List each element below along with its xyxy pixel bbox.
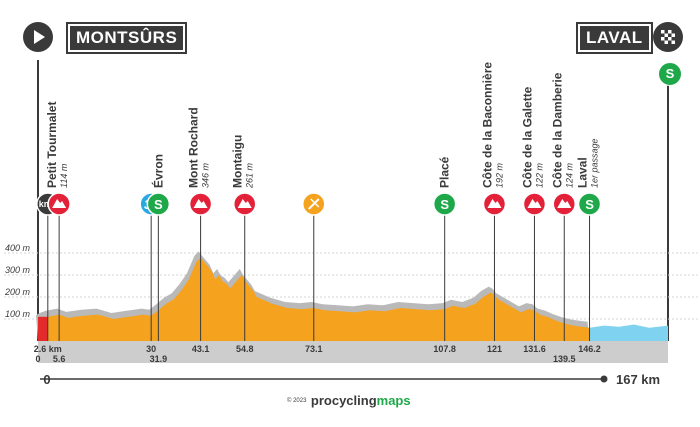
- poi-label-group: Montaigu 261 m: [231, 135, 255, 189]
- poi-name: Évron: [150, 154, 165, 188]
- feed-zone-icon: [308, 198, 320, 210]
- poi-label-group: Côte de la Baconnière 192 m: [480, 62, 504, 188]
- poi-badge: [577, 192, 602, 216]
- x-end-label: 167 km: [616, 372, 660, 387]
- km-marker-label: 43.1: [192, 344, 210, 354]
- km-marker-label: 0: [35, 354, 40, 364]
- km-marker-label: 30: [146, 344, 156, 354]
- poi-label-group: Laval 1er passage: [576, 138, 600, 188]
- brand-pro: pro: [310, 393, 332, 408]
- brand-logo: © 2023 procyclingmaps: [287, 392, 411, 408]
- mountain-icon: [527, 199, 542, 208]
- finish-sprint-badge: S: [658, 62, 682, 86]
- km-marker-label: 2.6 km: [34, 344, 62, 354]
- brand-cycling: cycling: [331, 393, 377, 408]
- distance-band: [38, 341, 668, 363]
- mountain-icon: [557, 199, 572, 208]
- x-start-label: 0: [43, 372, 50, 387]
- mountain-icon: [487, 199, 502, 208]
- poi-badge-text: S: [154, 197, 163, 212]
- brand-copyright: © 2023: [287, 397, 307, 404]
- poi-name: Montaigu: [231, 135, 245, 188]
- km-marker-label: 73.1: [305, 344, 323, 354]
- mountain-icon: [193, 199, 208, 208]
- y-tick-label: 100 m: [5, 309, 31, 319]
- km-marker-label: 121: [487, 344, 502, 354]
- km-marker-label: 131.6: [523, 344, 546, 354]
- y-tick-label: 200 m: [4, 287, 31, 297]
- km-marker-label: 139.5: [553, 354, 576, 364]
- km-marker-label: 107.8: [433, 344, 456, 354]
- poi-climb: Montaigu 261 m: [231, 135, 257, 341]
- poi-name: Côte de la Damberie: [550, 72, 564, 188]
- start-marker: [23, 22, 53, 52]
- poi-name: Côte de la Baconnière: [480, 62, 494, 188]
- poi-climb: Mont Rochard 346 m: [187, 107, 213, 341]
- poi-label-group: Côte de la Galette 122 m: [520, 86, 544, 188]
- poi-name: Côte de la Galette: [520, 86, 534, 188]
- play-icon: [34, 30, 45, 44]
- poi-subtitle: 124 m: [564, 162, 574, 188]
- finish-town-label: LAVAL: [576, 22, 653, 54]
- x-axis-end-dot: [600, 375, 608, 383]
- start-town-label: MONTSÛRS: [65, 22, 188, 54]
- poi-name: Mont Rochard: [187, 107, 201, 188]
- km-marker-label: 5.6: [53, 354, 66, 364]
- finale-profile-area: [589, 324, 668, 341]
- poi-sprint: S Laval 1er passage: [576, 138, 602, 341]
- poi-badge-text: S: [440, 197, 449, 212]
- profile-area: [38, 257, 590, 341]
- poi-subtitle: 114 m: [59, 163, 69, 188]
- checkered-flag-icon: [661, 30, 675, 44]
- poi-feed: [302, 192, 326, 341]
- brand-maps: maps: [376, 393, 411, 408]
- mountain-icon: [237, 199, 252, 208]
- poi-climb: Côte de la Damberie 124 m: [550, 72, 577, 341]
- y-tick-label: 400 m: [5, 243, 31, 253]
- mountain-icon: [52, 199, 67, 208]
- finish-marker: [653, 22, 683, 52]
- poi-name: Laval: [576, 157, 590, 188]
- poi-badge-text: S: [585, 197, 594, 212]
- km-marker-label: 31.9: [150, 354, 168, 364]
- poi-subtitle: 346 m: [201, 162, 211, 188]
- km-marker-label: 146.2: [578, 344, 601, 354]
- poi-label-group: Placé: [438, 156, 452, 188]
- poi-sprint: S Placé: [432, 156, 457, 341]
- poi-label-group: Côte de la Damberie 124 m: [550, 72, 574, 188]
- poi-label-group: Mont Rochard 346 m: [187, 107, 211, 188]
- poi-climb: Côte de la Galette 122 m: [520, 86, 547, 341]
- poi-badge: [432, 192, 457, 216]
- poi-label-group: Petit Tourmalet 114 m: [45, 102, 69, 188]
- poi-badge: [146, 192, 171, 216]
- poi-subtitle: 192 m: [494, 162, 504, 188]
- poi-subtitle: 261 m: [245, 162, 255, 189]
- y-tick-label: 300 m: [5, 265, 31, 275]
- neutral-zone: [38, 316, 48, 341]
- km-marker-label: 54.8: [236, 344, 254, 354]
- poi-name: Petit Tourmalet: [45, 102, 59, 188]
- poi-subtitle: 1er passage: [590, 138, 600, 188]
- feed-zone-icon-part: [310, 198, 320, 208]
- poi-climb: Côte de la Baconnière 192 m: [480, 62, 507, 341]
- poi-subtitle: 122 m: [534, 162, 544, 188]
- poi-climb: Petit Tourmalet 114 m: [45, 102, 71, 341]
- poi-sprint: S Évron: [146, 154, 171, 341]
- poi-label-group: Évron: [150, 154, 165, 188]
- poi-name: Placé: [438, 156, 452, 188]
